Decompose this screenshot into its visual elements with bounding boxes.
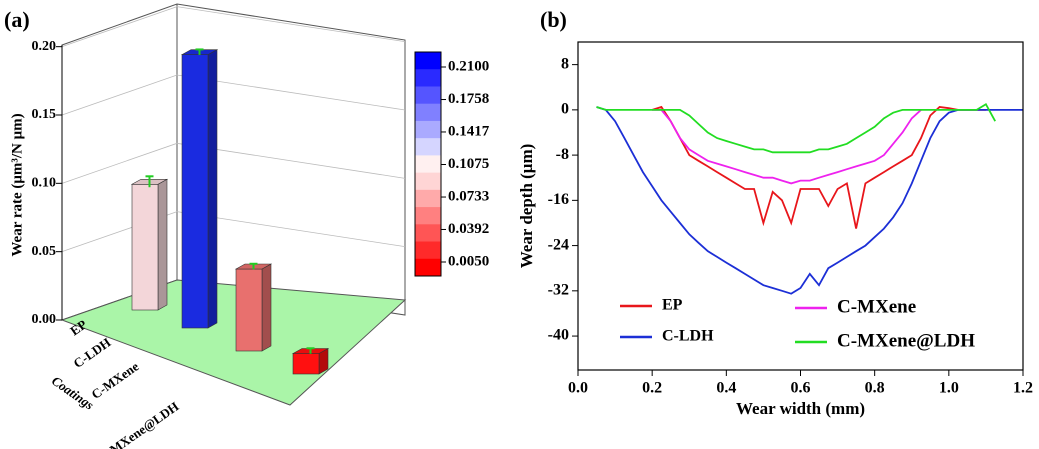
colorbar-label: 0.1075	[448, 156, 489, 172]
y-tick-label: -8	[556, 146, 569, 163]
legend-label: C-LDH	[662, 328, 714, 345]
legend-label: EP	[662, 297, 683, 314]
y-tick-label: 8	[561, 55, 569, 72]
colorbar-label: 0.1758	[448, 91, 489, 107]
bar	[292, 353, 320, 375]
colorbar-label: 0.0392	[448, 221, 489, 237]
colorbar-band	[415, 258, 441, 277]
y-axis-label: Wear depth (μm)	[517, 144, 536, 269]
x-tick-label: 1.0	[939, 380, 959, 397]
y-tick-label: -32	[548, 281, 569, 298]
x-tick-label: 0.8	[865, 380, 885, 397]
legend-label: C-MXene@LDH	[837, 330, 975, 351]
colorbar-label: 0.2100	[448, 58, 489, 74]
y-tick-label: -16	[548, 191, 569, 208]
x-tick-label: 0.4	[716, 380, 736, 397]
plot-frame	[577, 41, 1024, 371]
data-line	[596, 102, 996, 154]
colorbar-band	[415, 69, 441, 87]
back-wall	[61, 3, 406, 321]
y-tick-label: 0.15	[32, 107, 57, 122]
y-tick-label: -40	[548, 327, 569, 344]
colorbar-band	[415, 103, 441, 122]
y-tick-label: 0.10	[32, 176, 57, 191]
bar	[181, 54, 209, 329]
colorbar-band	[415, 120, 441, 139]
data-line	[652, 109, 922, 185]
bar	[235, 268, 263, 352]
colorbar-band	[415, 189, 441, 208]
bar-side	[207, 49, 218, 329]
colorbar-band	[415, 172, 441, 191]
y-axis-label: Wear rate (μm³/N μm)	[9, 113, 25, 256]
legend-label: C-MXene	[837, 296, 916, 317]
x-tick-label: C-MXene	[88, 358, 141, 401]
x-tick-label: 0.2	[642, 380, 662, 397]
colorbar-band	[415, 155, 441, 174]
bar	[131, 183, 159, 311]
colorbar-label: 0.0733	[448, 188, 489, 204]
bar-side	[261, 263, 272, 352]
x-tick-label: 1.2	[1013, 380, 1033, 397]
y-tick-label: 0	[561, 101, 569, 118]
x-tick-label: C-LDH	[71, 335, 114, 371]
panel-label: (a)	[4, 7, 30, 32]
colorbar-band	[415, 52, 441, 70]
x-tick-label: C-MXene@LDH	[95, 399, 181, 449]
grid-line	[61, 74, 406, 116]
data-line	[651, 105, 986, 229]
panel-label: (b)	[540, 7, 567, 32]
x-tick-label: 0.0	[568, 380, 588, 397]
colorbar-band	[415, 207, 441, 225]
y-tick-label: -24	[548, 236, 569, 253]
colorbar-band	[415, 224, 441, 243]
y-tick-label: 0.05	[32, 244, 57, 259]
x-tick-label: 0.6	[791, 380, 811, 397]
colorbar-band	[415, 86, 441, 105]
colorbar-label: 0.0050	[448, 253, 489, 269]
x-axis-label: Wear width (mm)	[736, 399, 865, 418]
y-tick-label: 0.00	[32, 312, 57, 327]
colorbar-label: 0.1417	[448, 123, 490, 139]
grid-line	[61, 6, 406, 48]
y-tick-label: 0.20	[32, 39, 57, 54]
grid-line	[61, 211, 406, 253]
colorbar-band	[415, 241, 441, 260]
bar-side	[157, 178, 168, 311]
grid-line	[61, 142, 406, 184]
data-line	[596, 106, 1023, 295]
colorbar-band	[415, 138, 441, 156]
